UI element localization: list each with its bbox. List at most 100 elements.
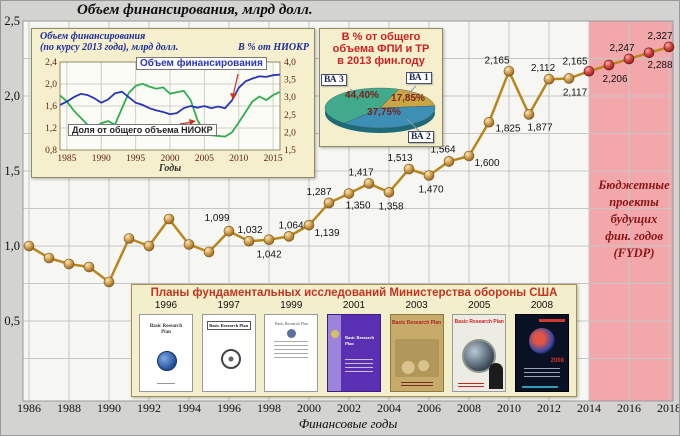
value-label: 1,350 bbox=[345, 201, 370, 212]
dod-seal-icon bbox=[157, 351, 177, 371]
dod-seal-icon bbox=[330, 330, 339, 338]
inset-right-tick: 3,5 bbox=[284, 76, 296, 86]
data-point bbox=[43, 252, 55, 264]
doc-2001: 2001 Basic Research Plan bbox=[325, 300, 383, 392]
data-point bbox=[23, 240, 35, 252]
data-point bbox=[503, 65, 515, 77]
pie-pct-ba3: 44,40% bbox=[345, 90, 379, 101]
data-point bbox=[523, 109, 535, 120]
pie-title-line1: В % от общего bbox=[341, 31, 421, 43]
x-tick-label: 2004 bbox=[377, 401, 401, 415]
data-point-future bbox=[643, 47, 655, 59]
data-point bbox=[103, 276, 115, 288]
data-point bbox=[183, 239, 195, 250]
value-label: 1,470 bbox=[418, 185, 443, 196]
value-label: 1,287 bbox=[306, 187, 331, 198]
x-tick-label: 1988 bbox=[57, 401, 81, 415]
fydp-region bbox=[589, 21, 673, 401]
pie-label-ba3: ВА 3 bbox=[321, 74, 347, 86]
doc-2005: 2005 Basic Research Plan bbox=[450, 300, 508, 392]
cover-title-text: Basic Research Plan bbox=[206, 321, 251, 330]
value-label: 1,564 bbox=[430, 144, 455, 155]
cover-accent-bar bbox=[538, 319, 565, 322]
data-point bbox=[363, 178, 375, 189]
y-tick-label: 1,5 bbox=[4, 164, 20, 178]
callout-arrowhead bbox=[230, 93, 237, 100]
inset-title-line2: (по курсу 2013 года), млрд долл. bbox=[40, 42, 179, 53]
cover-text-block bbox=[274, 341, 309, 361]
data-point bbox=[223, 225, 235, 237]
inset-x-tick: 1990 bbox=[92, 154, 111, 164]
cover-footer-line bbox=[521, 386, 558, 388]
value-label: 1,064 bbox=[278, 220, 303, 231]
pie-inset: В % от общего объема ФПИ и ТР в 2013 фин… bbox=[319, 28, 443, 147]
value-label: 2,165 bbox=[562, 56, 587, 67]
cover-text-block bbox=[400, 382, 433, 387]
inset-x-tick: 2005 bbox=[195, 154, 214, 164]
data-point bbox=[383, 187, 395, 198]
cover-title-text: Basic Research Plan bbox=[274, 321, 308, 326]
y-tick-label: 2,0 bbox=[4, 89, 20, 103]
data-point bbox=[83, 261, 95, 273]
cover-artwork bbox=[528, 328, 555, 354]
value-label: 1,513 bbox=[387, 153, 412, 164]
data-point-future bbox=[583, 65, 595, 77]
data-point-future bbox=[623, 53, 635, 65]
doc-cover-2005: Basic Research Plan bbox=[452, 314, 507, 392]
inset-x-tick: 2000 bbox=[161, 154, 180, 164]
inset-left-tick: 1,2 bbox=[45, 124, 57, 134]
data-point bbox=[143, 240, 155, 252]
inset-line-chart: 2,4 2,0 1,6 1,2 0,8 4,0 3,5 3,0 2,5 2,0 1,5 1985 199… bbox=[31, 28, 315, 178]
value-label: 1,099 bbox=[204, 213, 229, 224]
cover-text-block bbox=[344, 359, 373, 373]
cover-title-text: Basic Research Plan bbox=[392, 320, 442, 326]
value-label: 1,825 bbox=[495, 123, 520, 134]
x-tick-label: 1986 bbox=[17, 401, 41, 415]
doc-cover-1999: Basic Research Plan bbox=[264, 314, 319, 392]
value-label: 1,600 bbox=[474, 158, 499, 169]
value-label: 2,117 bbox=[563, 87, 588, 98]
inset-right-tick: 2,0 bbox=[284, 128, 296, 138]
x-tick-label: 1996 bbox=[217, 401, 241, 415]
inset-right-tick: 2,5 bbox=[284, 111, 296, 121]
data-point bbox=[303, 219, 315, 231]
pie-leader-line bbox=[406, 85, 417, 96]
doc-year-label: 2001 bbox=[342, 300, 366, 311]
inset-x-tick: 1995 bbox=[126, 154, 145, 164]
dod-seal-icon bbox=[286, 329, 296, 338]
inset-title-line1: Объем финансирования bbox=[40, 31, 146, 42]
inset-left-tick: 0,8 bbox=[45, 146, 57, 156]
pie-title-line2: объема ФПИ и ТР bbox=[332, 43, 430, 55]
doc-cover-1997: Basic Research Plan bbox=[201, 314, 256, 392]
value-label: 1,032 bbox=[237, 225, 262, 236]
doc-1997: 1997 Basic Research Plan bbox=[200, 300, 258, 392]
inset-left-tick: 1,6 bbox=[45, 102, 57, 112]
data-point bbox=[343, 188, 355, 199]
inset-x-axis-label: Годы bbox=[158, 163, 182, 174]
y-tick-label: 1,0 bbox=[4, 239, 20, 253]
data-point bbox=[63, 258, 75, 270]
data-point bbox=[443, 156, 455, 167]
data-point bbox=[283, 231, 295, 242]
data-point bbox=[563, 73, 575, 84]
cover-title-text: Basic Research Plan bbox=[344, 335, 375, 346]
pie-title: В % от общего объема ФПИ и ТР в 2013 фин… bbox=[320, 31, 442, 67]
pie-slice-ва2 bbox=[344, 105, 436, 129]
x-axis-title: Финансовые годы bbox=[298, 416, 398, 431]
value-label: 1,877 bbox=[527, 122, 552, 133]
doc-cover-2001: Basic Research Plan bbox=[326, 314, 381, 392]
data-point bbox=[323, 197, 335, 209]
data-point bbox=[163, 213, 175, 225]
x-tick-label: 2008 bbox=[457, 401, 481, 415]
data-point bbox=[423, 170, 435, 181]
fydp-region-label: Бюджетные проекты будущих фин. годов (FY… bbox=[598, 178, 670, 260]
pie-leader-line bbox=[406, 118, 420, 132]
value-label: 1,139 bbox=[314, 228, 339, 239]
value-label: 2,327 bbox=[647, 31, 672, 42]
pie-leader-line bbox=[349, 88, 363, 98]
doc-2003: 2003 Basic Research Plan bbox=[388, 300, 446, 392]
data-point bbox=[543, 73, 555, 85]
cover-title-text: Basic Research Plan bbox=[454, 319, 504, 325]
x-tick-label: 2010 bbox=[497, 401, 521, 415]
